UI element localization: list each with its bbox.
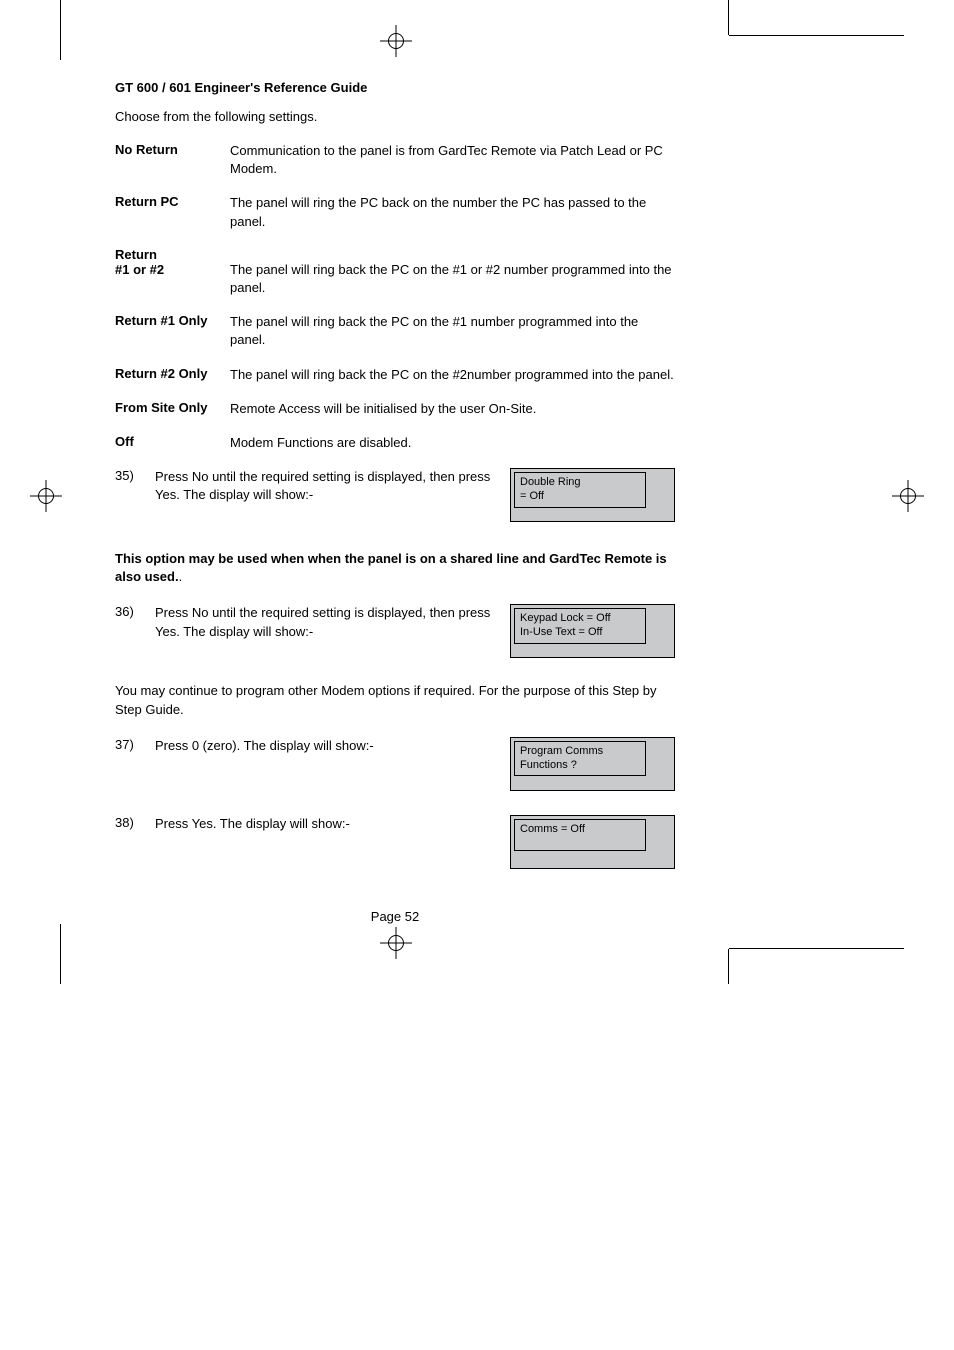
step-text: Press Yes. The display will show:- [155, 815, 510, 833]
display-line: Functions ? [520, 759, 640, 773]
page-title: GT 600 / 601 Engineer's Reference Guide [115, 80, 675, 95]
definition-text: Communication to the panel is from GardT… [230, 142, 675, 178]
definition-text: Modem Functions are disabled. [230, 434, 675, 452]
page-number: Page 52 [115, 909, 675, 924]
definition-label: Off [115, 434, 230, 452]
definition-row: Return #1 Only The panel will ring back … [115, 313, 675, 349]
note-content: This option may be used when when the pa… [115, 551, 667, 584]
definition-label: No Return [115, 142, 230, 178]
lcd-display: Comms = Off [510, 815, 675, 869]
display-line: = Off [520, 490, 640, 504]
page-container: GT 600 / 601 Engineer's Reference Guide … [0, 0, 954, 984]
definition-row: From Site Only Remote Access will be ini… [115, 400, 675, 418]
display-line: Double Ring [520, 476, 640, 490]
step-row: 38) Press Yes. The display will show:- C… [115, 815, 675, 869]
lcd-display-inner: Double Ring = Off [514, 472, 646, 508]
definition-label: Return #1 or #2 [115, 247, 230, 297]
definition-row: Return #1 or #2 The panel will ring back… [115, 247, 675, 297]
definition-label-line2: #1 or #2 [115, 262, 230, 277]
definition-label: Return #2 Only [115, 366, 230, 384]
definition-label-line1: Return [115, 247, 157, 262]
step-row: 35) Press No until the required setting … [115, 468, 675, 522]
lcd-display: Double Ring = Off [510, 468, 675, 522]
definition-row: No Return Communication to the panel is … [115, 142, 675, 178]
step-number: 36) [115, 604, 155, 619]
lcd-display-inner: Comms = Off [514, 819, 646, 851]
definition-text: The panel will ring the PC back on the n… [230, 194, 675, 230]
definition-text: The panel will ring back the PC on the #… [230, 366, 675, 384]
definition-text: The panel will ring back the PC on the #… [230, 313, 675, 349]
step-text: Press No until the required setting is d… [155, 604, 510, 640]
display-line: Keypad Lock = Off [520, 612, 640, 626]
registration-mark-icon [892, 480, 924, 512]
step-number: 35) [115, 468, 155, 483]
display-line: In-Use Text = Off [520, 626, 640, 640]
step-text: Press No until the required setting is d… [155, 468, 510, 504]
step-number: 38) [115, 815, 155, 830]
body-paragraph: You may continue to program other Modem … [115, 682, 675, 718]
lcd-display-inner: Keypad Lock = Off In-Use Text = Off [514, 608, 646, 644]
note-period: . [179, 569, 183, 584]
definition-row: Return PC The panel will ring the PC bac… [115, 194, 675, 230]
definition-text: Remote Access will be initialised by the… [230, 400, 675, 418]
lcd-display-inner: Program Comms Functions ? [514, 741, 646, 777]
definition-label: From Site Only [115, 400, 230, 418]
definition-label: Return PC [115, 194, 230, 230]
lcd-display: Keypad Lock = Off In-Use Text = Off [510, 604, 675, 658]
page-content: GT 600 / 601 Engineer's Reference Guide … [0, 0, 790, 984]
definition-row: Off Modem Functions are disabled. [115, 434, 675, 452]
display-line: Program Comms [520, 745, 640, 759]
step-row: 36) Press No until the required setting … [115, 604, 675, 658]
intro-text: Choose from the following settings. [115, 109, 675, 124]
definition-row: Return #2 Only The panel will ring back … [115, 366, 675, 384]
definition-text: The panel will ring back the PC on the #… [230, 247, 675, 297]
note-text: This option may be used when when the pa… [115, 550, 675, 586]
definition-label: Return #1 Only [115, 313, 230, 349]
step-text: Press 0 (zero). The display will show:- [155, 737, 510, 755]
step-number: 37) [115, 737, 155, 752]
step-row: 37) Press 0 (zero). The display will sho… [115, 737, 675, 791]
lcd-display: Program Comms Functions ? [510, 737, 675, 791]
display-line: Comms = Off [520, 823, 640, 837]
